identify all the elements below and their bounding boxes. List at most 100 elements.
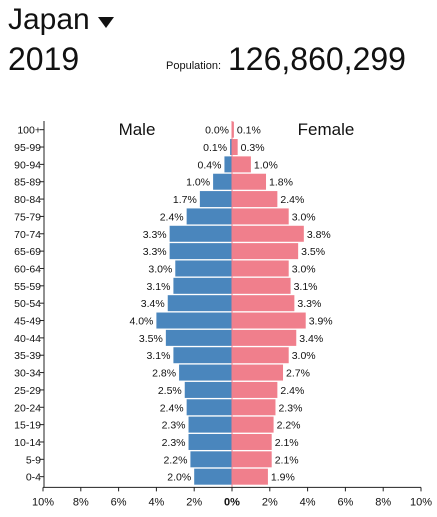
- male-value-label: 2.5%: [158, 385, 182, 397]
- male-value-label: 1.0%: [186, 177, 210, 189]
- y-tick-label: 0-4: [26, 472, 41, 484]
- male-bar: [213, 173, 232, 190]
- female-value-label: 3.1%: [294, 281, 318, 293]
- y-tick-label: 50-54: [14, 298, 41, 310]
- female-value-label: 1.0%: [254, 159, 278, 171]
- female-bar: [232, 277, 291, 294]
- population-value: 126,860,299: [228, 41, 406, 77]
- female-value-label: 3.0%: [292, 263, 316, 275]
- female-value-label: 1.9%: [271, 472, 295, 484]
- male-bar: [179, 364, 232, 381]
- y-tick-label: 15-19: [14, 420, 41, 432]
- female-value-label: 2.4%: [280, 385, 304, 397]
- female-bar: [232, 433, 272, 450]
- male-bar: [199, 191, 232, 208]
- female-bar: [232, 225, 304, 242]
- male-value-label: 3.3%: [143, 246, 167, 258]
- male-value-label: 3.3%: [143, 229, 167, 241]
- year-value: 2019: [8, 41, 80, 77]
- female-value-label: 3.3%: [297, 298, 321, 310]
- y-tick-label: 80-84: [14, 194, 41, 206]
- female-value-label: 2.1%: [275, 454, 299, 466]
- y-tick-label: 30-34: [14, 368, 41, 380]
- x-tick-label: 2%: [262, 496, 278, 508]
- male-value-label: 0.0%: [205, 125, 229, 137]
- country-selector[interactable]: Japan: [8, 0, 114, 40]
- legend-male-label: Male: [119, 120, 156, 139]
- female-value-label: 3.5%: [301, 246, 325, 258]
- female-value-label: 3.9%: [309, 316, 333, 328]
- male-value-label: 2.3%: [162, 437, 186, 449]
- male-value-label: 2.0%: [167, 472, 191, 484]
- female-value-label: 2.3%: [278, 402, 302, 414]
- male-value-label: 3.1%: [146, 281, 170, 293]
- female-bar: [232, 451, 272, 468]
- male-value-label: 3.0%: [148, 263, 172, 275]
- female-bar: [232, 208, 289, 225]
- y-tick-label: 55-59: [14, 281, 41, 293]
- y-tick-label: 40-44: [14, 333, 41, 345]
- male-bar: [173, 347, 232, 364]
- female-bar: [232, 399, 276, 416]
- y-tick-label: 65-69: [14, 246, 41, 258]
- male-bar: [169, 225, 232, 242]
- male-bar: [184, 381, 232, 398]
- female-value-label: 2.1%: [275, 437, 299, 449]
- female-value-label: 3.0%: [292, 350, 316, 362]
- male-value-label: 0.1%: [203, 142, 227, 154]
- x-tick-label: 4%: [148, 496, 164, 508]
- y-tick-label: 90-94: [14, 159, 41, 171]
- female-value-label: 2.2%: [277, 420, 301, 432]
- y-tick-label: 10-14: [14, 437, 41, 449]
- x-tick-label: 6%: [337, 496, 353, 508]
- y-tick-label: 95-99: [14, 142, 41, 154]
- female-bar: [232, 468, 268, 485]
- male-value-label: 2.3%: [162, 420, 186, 432]
- x-tick-label: 8%: [375, 496, 391, 508]
- female-value-label: 0.3%: [241, 142, 265, 154]
- y-tick-label: 20-24: [14, 402, 41, 414]
- male-value-label: 2.4%: [160, 402, 184, 414]
- caret-down-icon[interactable]: [97, 16, 114, 28]
- female-bar: [232, 156, 251, 173]
- population-label: Population:: [166, 60, 222, 72]
- female-bar: [232, 347, 289, 364]
- female-bar: [232, 121, 234, 138]
- x-tick-label: 6%: [111, 496, 127, 508]
- male-bar: [156, 312, 232, 329]
- y-tick-label: 45-49: [14, 316, 41, 328]
- male-value-label: 3.1%: [146, 350, 170, 362]
- y-tick-label: 35-39: [14, 350, 41, 362]
- female-bar: [232, 243, 299, 260]
- female-bar: [232, 191, 278, 208]
- female-value-label: 3.0%: [292, 211, 316, 223]
- y-tick-label: 75-79: [14, 211, 41, 223]
- male-value-label: 1.7%: [173, 194, 197, 206]
- female-bar: [232, 312, 306, 329]
- male-value-label: 3.4%: [141, 298, 165, 310]
- x-tick-label: 8%: [73, 496, 89, 508]
- male-bar: [169, 243, 232, 260]
- female-value-label: 2.4%: [280, 194, 304, 206]
- male-bar: [188, 433, 232, 450]
- y-tick-label: 5-9: [26, 454, 41, 466]
- male-value-label: 2.2%: [163, 454, 187, 466]
- male-value-label: 4.0%: [129, 316, 153, 328]
- male-bar: [194, 468, 232, 485]
- female-value-label: 0.1%: [237, 125, 261, 137]
- female-bar: [232, 260, 289, 277]
- male-bar: [175, 260, 232, 277]
- male-value-label: 2.4%: [160, 211, 184, 223]
- male-bar: [165, 329, 232, 346]
- x-tick-label: 10%: [410, 496, 432, 508]
- male-value-label: 3.5%: [139, 333, 163, 345]
- male-bar: [186, 208, 232, 225]
- legend-female-label: Female: [298, 120, 355, 139]
- x-tick-label: 4%: [300, 496, 316, 508]
- female-value-label: 1.8%: [269, 177, 293, 189]
- male-value-label: 2.8%: [152, 368, 176, 380]
- y-tick-label: 100+: [17, 125, 41, 137]
- x-tick-label: 10%: [32, 496, 54, 508]
- female-bar: [232, 329, 297, 346]
